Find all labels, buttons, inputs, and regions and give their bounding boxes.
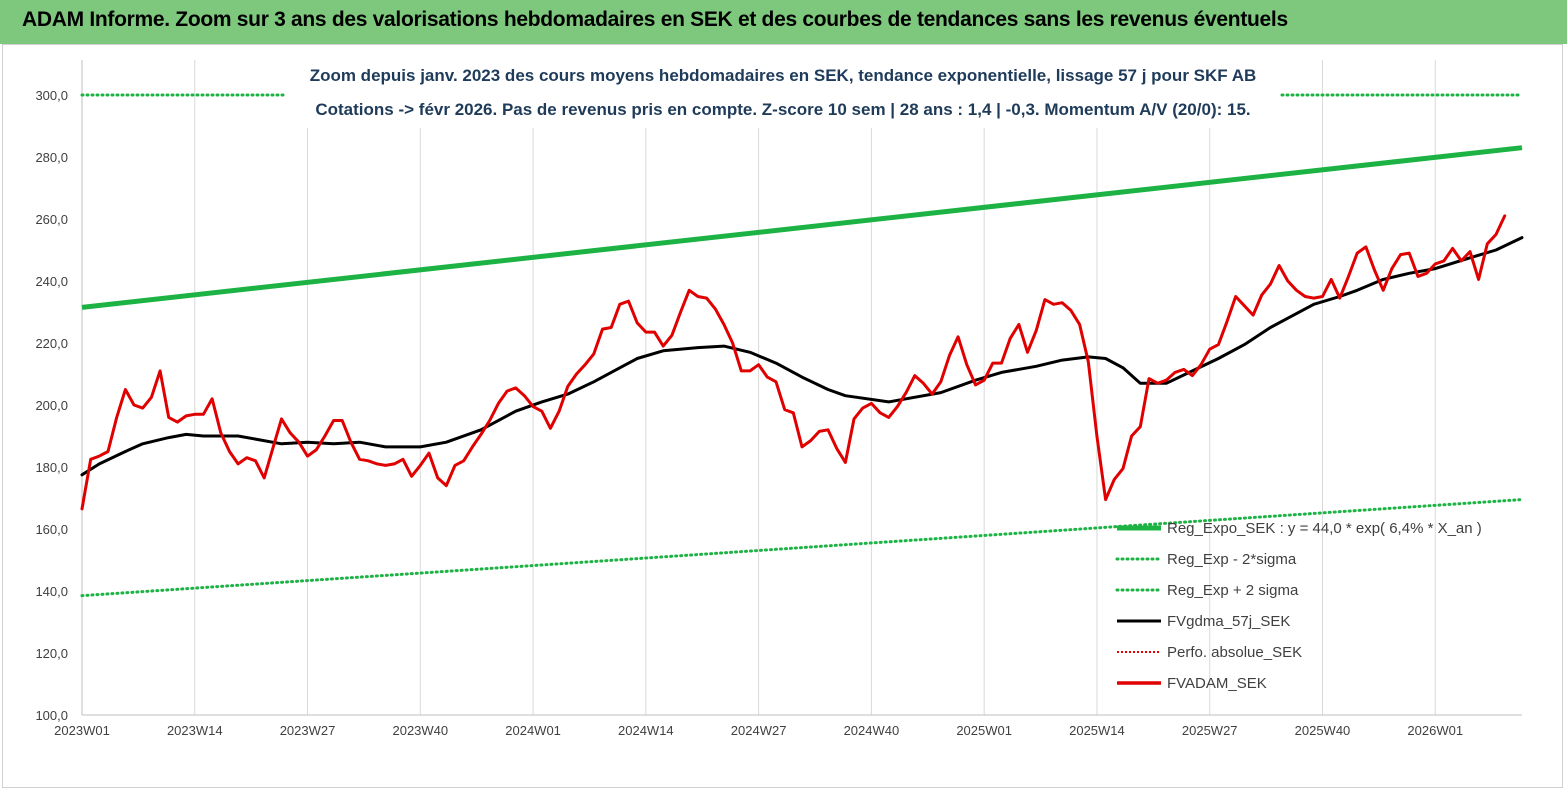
- y-tick-label: 160,0: [35, 522, 68, 537]
- legend-label: FVADAM_SEK: [1167, 675, 1267, 692]
- series-line-lower-band: [80, 498, 1524, 598]
- series-line-adam: [80, 214, 1507, 511]
- grid-lines: [81, 60, 1436, 715]
- series-line-gdma: [80, 236, 1524, 477]
- y-tick-label: 100,0: [35, 708, 68, 723]
- x-tick-label: 2024W01: [505, 723, 561, 738]
- y-axis: 100,0 120,0 140,0 160,0 180,0 200,0 220,0 240,0…: [35, 60, 83, 723]
- y-tick-label: 260,0: [35, 212, 68, 227]
- x-tick-label: 2024W40: [844, 723, 900, 738]
- x-tick-label: 2025W01: [956, 723, 1012, 738]
- x-tick-label: 2025W40: [1295, 723, 1351, 738]
- x-axis: 2023W01 2023W14 2023W27 2023W40 2024W01 2024W…: [54, 714, 1522, 738]
- subtitle-backdrop: [285, 60, 1280, 128]
- x-tick-label: 2025W27: [1182, 723, 1238, 738]
- legend-label: Reg_Exp - 2*sigma: [1167, 551, 1297, 568]
- legend-label: Reg_Expo_SEK : y = 44,0 * exp( 6,4% * X_…: [1167, 520, 1482, 537]
- chart-frame: [2, 44, 1563, 788]
- y-tick-label: 120,0: [35, 646, 68, 661]
- x-tick-label: 2024W27: [731, 723, 787, 738]
- y-tick-label: 220,0: [35, 336, 68, 351]
- title-banner: ADAM Informe. Zoom sur 3 ans des valoris…: [0, 0, 1567, 44]
- page-title: ADAM Informe. Zoom sur 3 ans des valoris…: [22, 8, 1288, 31]
- y-tick-label: 280,0: [35, 150, 68, 165]
- chart-subtitle-line-2: Cotations -> févr 2026. Pas de revenus p…: [315, 100, 1250, 119]
- y-tick-label: 200,0: [35, 398, 68, 413]
- x-tick-label: 2023W27: [280, 723, 336, 738]
- x-tick-label: 2023W14: [167, 723, 223, 738]
- legend-label: Perfo. absolue_SEK: [1167, 644, 1302, 661]
- legend-label: FVgdma_57j_SEK: [1167, 613, 1290, 630]
- y-tick-label: 140,0: [35, 584, 68, 599]
- legend: Reg_Expo_SEK : y = 44,0 * exp( 6,4% * X_…: [1115, 520, 1482, 692]
- y-tick-label: 180,0: [35, 460, 68, 475]
- legend-label: Reg_Exp + 2 sigma: [1167, 582, 1299, 599]
- series-line-regression: [81, 145, 1523, 310]
- y-tick-label: 240,0: [35, 274, 68, 289]
- y-tick-label: 300,0: [35, 88, 68, 103]
- x-tick-label: 2024W14: [618, 723, 674, 738]
- x-tick-label: 2023W40: [392, 723, 448, 738]
- x-tick-label: 2025W14: [1069, 723, 1125, 738]
- x-tick-label: 2026W01: [1407, 723, 1463, 738]
- x-tick-label: 2023W01: [54, 723, 110, 738]
- chart-subtitle-line-1: Zoom depuis janv. 2023 des cours moyens …: [310, 66, 1257, 85]
